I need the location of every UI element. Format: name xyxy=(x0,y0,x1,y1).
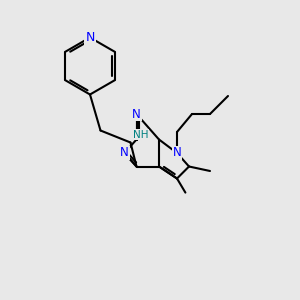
Text: N: N xyxy=(132,107,141,121)
Text: NH: NH xyxy=(134,130,149,140)
Text: N: N xyxy=(172,146,182,160)
Text: N: N xyxy=(85,31,95,44)
Text: N: N xyxy=(120,146,129,160)
